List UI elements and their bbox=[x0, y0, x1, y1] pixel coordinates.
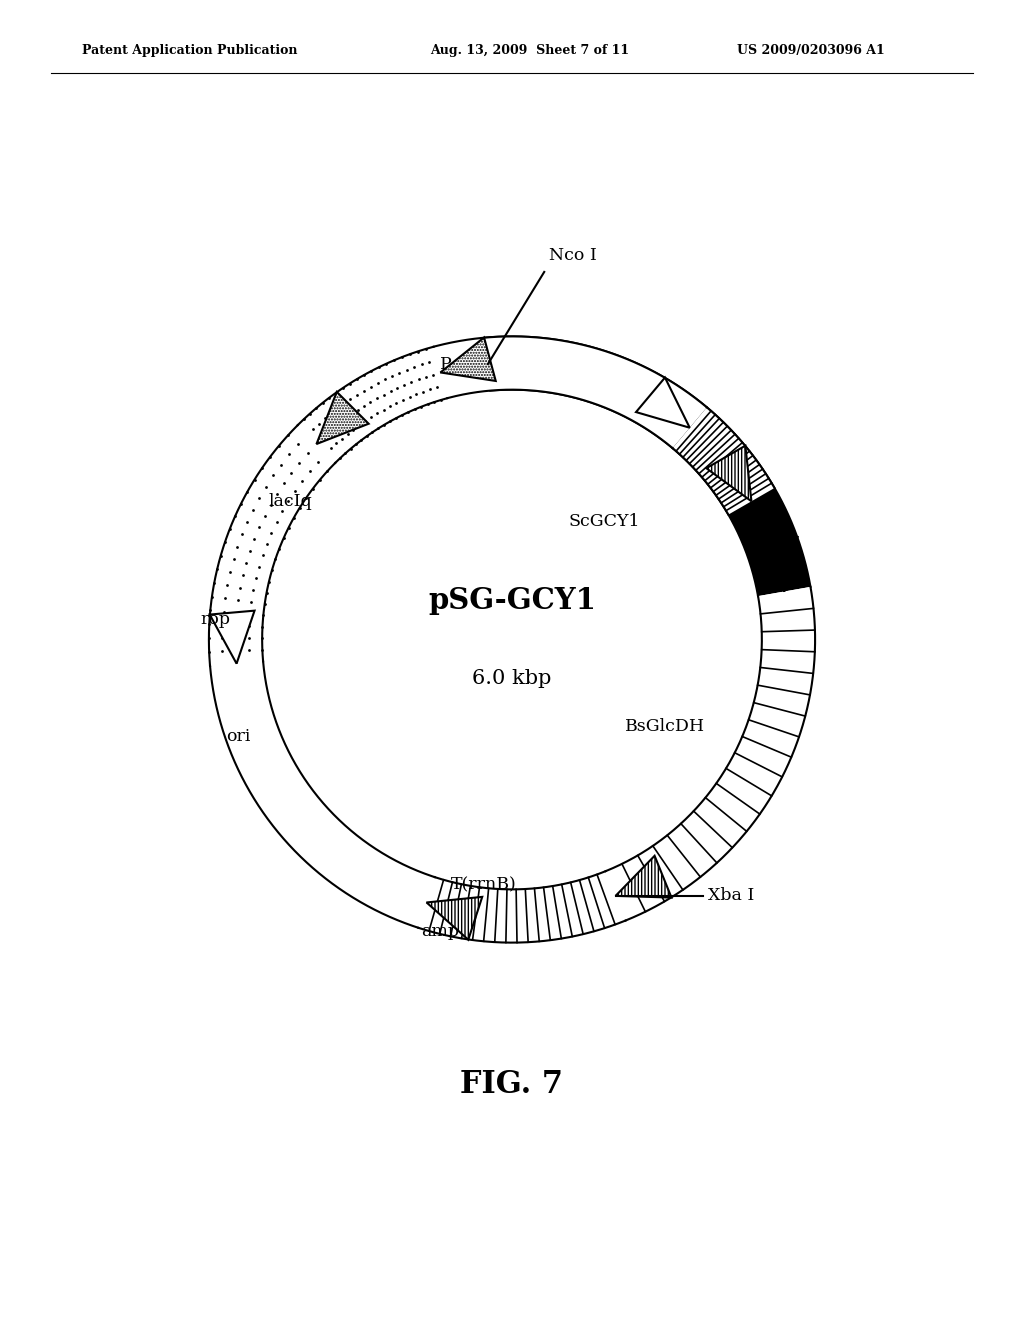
Polygon shape bbox=[210, 611, 255, 664]
Text: ScGCY1: ScGCY1 bbox=[568, 513, 640, 531]
Text: Xba I: Xba I bbox=[708, 887, 754, 904]
Polygon shape bbox=[433, 337, 707, 447]
Text: amp: amp bbox=[421, 923, 460, 940]
Polygon shape bbox=[419, 871, 626, 942]
Polygon shape bbox=[209, 425, 335, 665]
Polygon shape bbox=[210, 661, 435, 928]
Polygon shape bbox=[754, 537, 798, 591]
Text: US 2009/0203096 A1: US 2009/0203096 A1 bbox=[737, 44, 885, 57]
Polygon shape bbox=[427, 896, 482, 940]
Text: Aug. 13, 2009  Sheet 7 of 11: Aug. 13, 2009 Sheet 7 of 11 bbox=[430, 44, 629, 57]
Text: 6.0 kbp: 6.0 kbp bbox=[472, 669, 552, 688]
Text: ori: ori bbox=[226, 729, 251, 746]
Polygon shape bbox=[754, 537, 798, 591]
Polygon shape bbox=[673, 408, 774, 515]
Polygon shape bbox=[316, 392, 369, 444]
Polygon shape bbox=[440, 338, 496, 381]
Text: T(rrnB): T(rrnB) bbox=[452, 876, 517, 894]
Text: pSG-GCY1: pSG-GCY1 bbox=[428, 586, 596, 615]
Polygon shape bbox=[615, 855, 672, 898]
Polygon shape bbox=[298, 347, 447, 463]
Text: Nco I: Nco I bbox=[549, 247, 597, 264]
Text: P: P bbox=[439, 356, 452, 374]
Text: rop: rop bbox=[201, 611, 230, 627]
Text: Patent Application Publication: Patent Application Publication bbox=[82, 44, 297, 57]
Polygon shape bbox=[485, 337, 811, 597]
Polygon shape bbox=[707, 446, 752, 502]
Text: lacIq: lacIq bbox=[268, 492, 312, 510]
Text: BsGlcDH: BsGlcDH bbox=[625, 718, 705, 735]
Polygon shape bbox=[605, 587, 815, 920]
Text: FIG. 7: FIG. 7 bbox=[461, 1069, 563, 1101]
Polygon shape bbox=[636, 378, 690, 428]
